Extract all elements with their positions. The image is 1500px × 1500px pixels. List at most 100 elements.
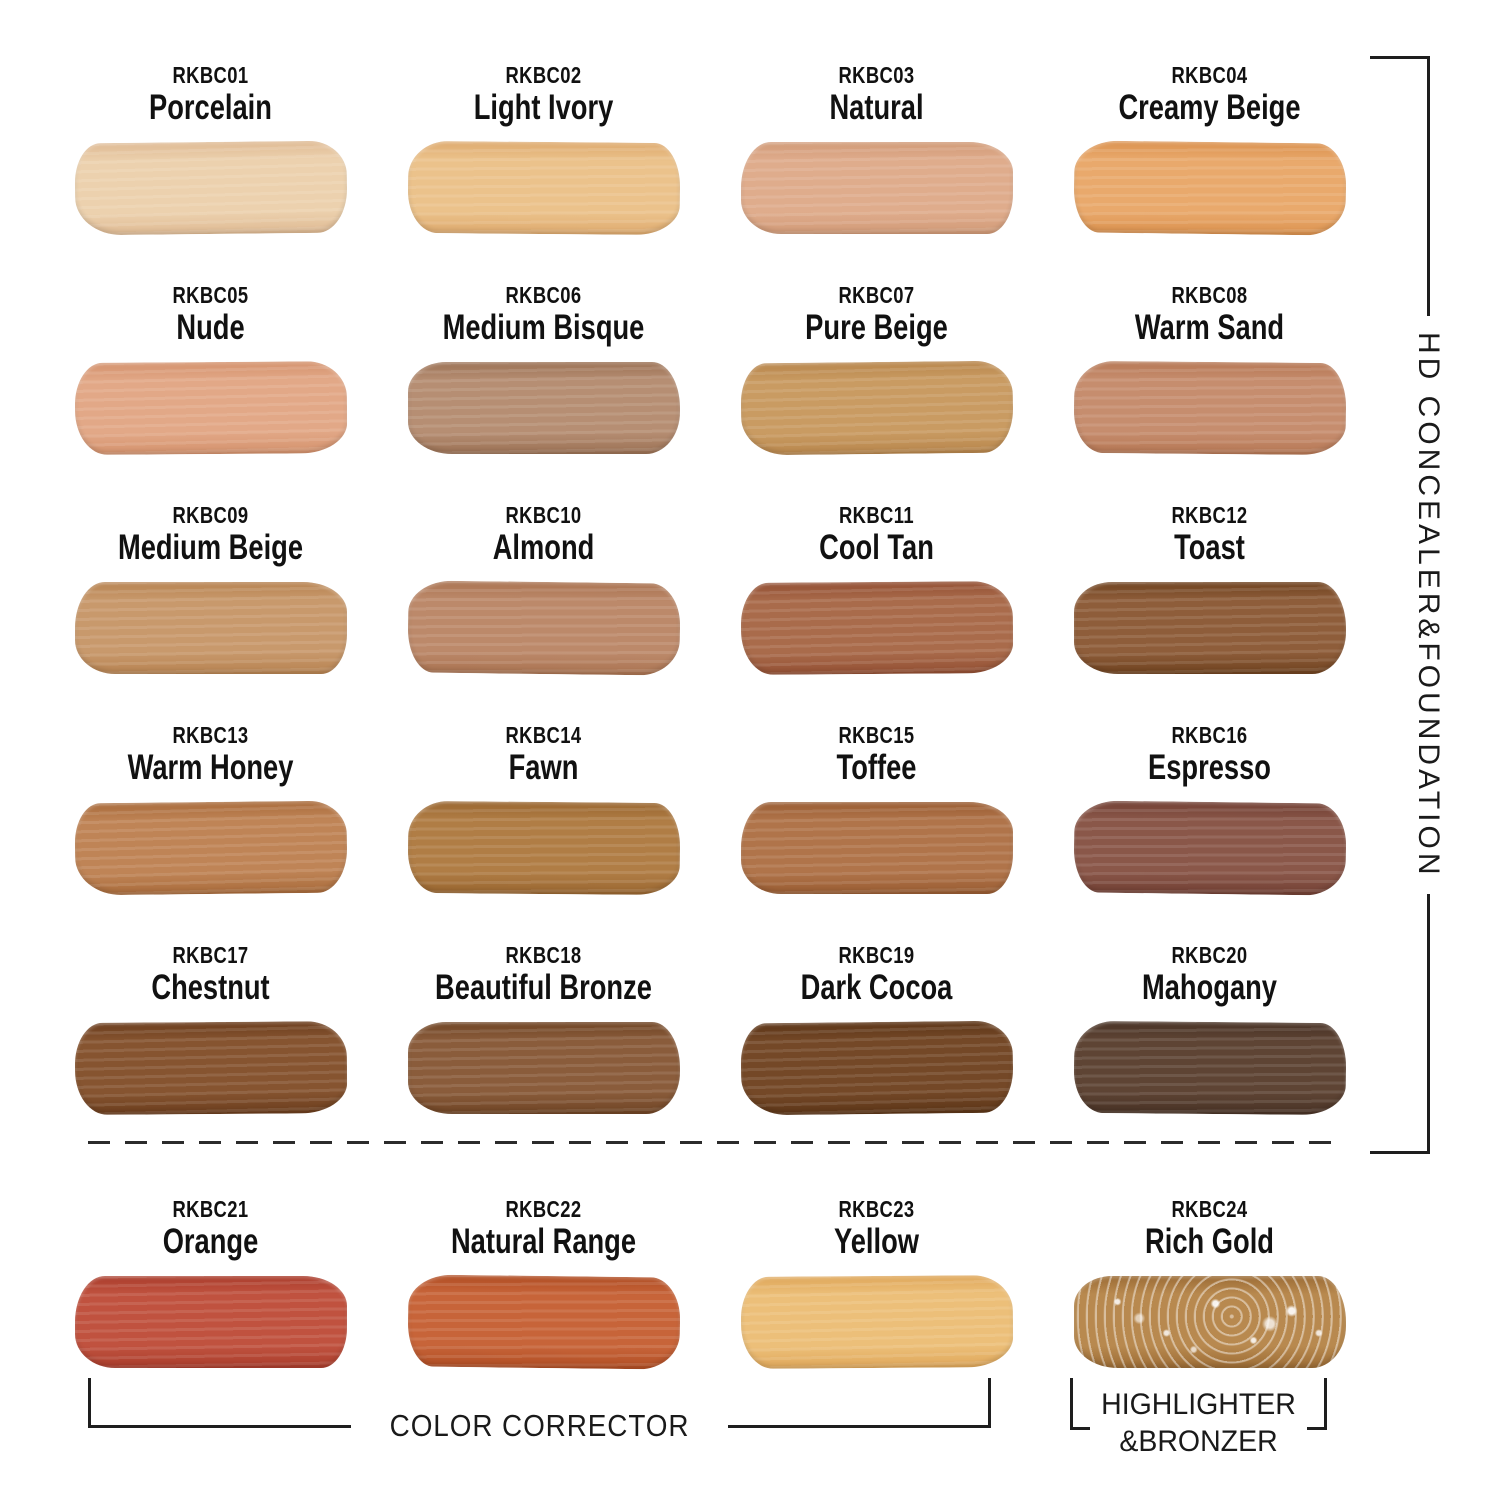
- shade-swatch: [74, 582, 347, 674]
- shade-cell: RKBC03 Natural: [710, 40, 1043, 260]
- shade-name: Almond: [492, 528, 595, 567]
- bracket-line-segment: [728, 1424, 992, 1428]
- shade-name: Chestnut: [151, 968, 270, 1007]
- shade-name: Orange: [162, 1222, 259, 1261]
- shade-name: Warm Honey: [127, 748, 294, 787]
- shade-swatch: [740, 1020, 1013, 1116]
- shade-code: RKBC07: [838, 282, 915, 308]
- shade-name: Cool Tan: [819, 528, 934, 567]
- shade-swatch: [407, 800, 680, 896]
- shade-name: Creamy Beige: [1118, 88, 1301, 127]
- shade-code: RKBC09: [172, 502, 249, 528]
- shade-cell: RKBC04 Creamy Beige: [1043, 40, 1376, 260]
- shade-name: Toast: [1174, 528, 1245, 567]
- shade-cell: RKBC10 Almond: [377, 480, 710, 700]
- shade-cell: RKBC18 Beautiful Bronze: [377, 920, 710, 1140]
- shade-name: Yellow: [834, 1222, 919, 1261]
- shade-code: RKBC23: [838, 1196, 915, 1222]
- highlighter-bronzer-bracket: HIGHLIGHTER &BRONZER: [1070, 1378, 1327, 1458]
- shade-code: RKBC15: [838, 722, 915, 748]
- shade-code: RKBC13: [172, 722, 249, 748]
- shade-cell: RKBC09 Medium Beige: [44, 480, 377, 700]
- shade-name: Natural: [829, 88, 924, 127]
- shade-name: Toffee: [836, 748, 917, 787]
- shade-cell: RKBC22 Natural Range: [377, 1174, 710, 1404]
- shade-name: Medium Bisque: [442, 308, 645, 347]
- shade-cell: RKBC15 Toffee: [710, 700, 1043, 920]
- shade-swatch: [1073, 360, 1346, 456]
- shade-name: Natural Range: [450, 1222, 637, 1261]
- shade-code: RKBC03: [838, 62, 915, 88]
- shade-cell: RKBC05 Nude: [44, 260, 377, 480]
- shade-name: Beautiful Bronze: [435, 968, 652, 1007]
- shade-swatch: [407, 1022, 680, 1114]
- shade-swatch: [74, 361, 347, 455]
- shade-swatch: [74, 1276, 347, 1368]
- shade-swatch: [407, 140, 680, 236]
- shade-cell: RKBC11 Cool Tan: [710, 480, 1043, 700]
- highlighter-bronzer-label: HIGHLIGHTER &BRONZER: [1050, 1386, 1347, 1460]
- shade-code: RKBC04: [1171, 62, 1248, 88]
- bracket-line-segment: [88, 1424, 351, 1428]
- shade-cell: RKBC21 Orange: [44, 1174, 377, 1404]
- shade-code: RKBC01: [172, 62, 249, 88]
- bracket-line-segment: [1426, 894, 1430, 1155]
- shade-cell: RKBC20 Mahogany: [1043, 920, 1376, 1140]
- bracket-corner: [1070, 1378, 1090, 1430]
- shade-swatch: [74, 1021, 347, 1115]
- shade-swatch: [406, 1274, 681, 1370]
- dashed-divider: [88, 1141, 1346, 1144]
- corrector-highlighter-grid: RKBC21 Orange RKBC22 Natural Range RKBC2…: [44, 1174, 1376, 1404]
- shade-cell: RKBC17 Chestnut: [44, 920, 377, 1140]
- shade-code: RKBC16: [1171, 722, 1248, 748]
- shade-swatch: [740, 802, 1013, 894]
- shade-code: RKBC11: [838, 502, 914, 528]
- hd-concealer-foundation-label: HD CONCEALER&FOUNDATION: [1412, 331, 1445, 879]
- highlighter-label-line1: HIGHLIGHTER: [1101, 1388, 1296, 1421]
- shade-code: RKBC18: [505, 942, 582, 968]
- shade-swatch: [1072, 140, 1347, 236]
- shade-code: RKBC24: [1171, 1196, 1248, 1222]
- shade-cell: RKBC16 Espresso: [1043, 700, 1376, 920]
- shade-code: RKBC06: [505, 282, 582, 308]
- shade-name: Warm Sand: [1134, 308, 1285, 347]
- shade-code: RKBC17: [172, 942, 249, 968]
- highlighter-label-line2: &BRONZER: [1119, 1425, 1278, 1458]
- shade-cell: RKBC23 Yellow: [710, 1174, 1043, 1404]
- bracket-end-cap: [88, 1378, 91, 1426]
- shade-cell: RKBC12 Toast: [1043, 480, 1376, 700]
- right-section-bracket: HD CONCEALER&FOUNDATION: [1370, 56, 1445, 1155]
- shade-cell: RKBC06 Medium Bisque: [377, 260, 710, 480]
- shade-cell: RKBC08 Warm Sand: [1043, 260, 1376, 480]
- shade-cell: RKBC07 Pure Beige: [710, 260, 1043, 480]
- color-corrector-label: COLOR CORRECTOR: [389, 1408, 690, 1443]
- bracket-line: COLOR CORRECTOR: [88, 1408, 992, 1444]
- shade-cell: RKBC01 Porcelain: [44, 40, 377, 260]
- bracket-end-cap: [988, 1378, 991, 1426]
- shade-code: RKBC02: [505, 62, 582, 88]
- shade-swatch: [1073, 582, 1346, 674]
- shade-code: RKBC14: [505, 722, 582, 748]
- shade-name: Porcelain: [149, 88, 272, 127]
- shade-cell: RKBC14 Fawn: [377, 700, 710, 920]
- shade-name: Fawn: [508, 748, 579, 787]
- shade-swatch: [1072, 800, 1347, 896]
- bracket-line-segment: [1426, 56, 1430, 316]
- shade-code: RKBC20: [1171, 942, 1248, 968]
- shade-name: Rich Gold: [1145, 1222, 1274, 1261]
- shade-name: Pure Beige: [805, 308, 948, 347]
- shade-cell: RKBC13 Warm Honey: [44, 700, 377, 920]
- shade-code: RKBC05: [172, 282, 249, 308]
- shade-name: Nude: [176, 308, 245, 347]
- concealer-foundation-grid: RKBC01 Porcelain RKBC02 Light Ivory RKBC…: [44, 40, 1376, 1140]
- shade-swatch: [74, 800, 347, 896]
- shade-name: Dark Cocoa: [800, 968, 953, 1007]
- shade-cell: RKBC19 Dark Cocoa: [710, 920, 1043, 1140]
- shade-swatch: [407, 362, 680, 454]
- bracket-corner: [1307, 1378, 1327, 1430]
- shade-code: RKBC08: [1171, 282, 1248, 308]
- shade-code: RKBC12: [1171, 502, 1248, 528]
- shade-cell: RKBC24 Rich Gold: [1043, 1174, 1376, 1404]
- shade-code: RKBC22: [505, 1196, 582, 1222]
